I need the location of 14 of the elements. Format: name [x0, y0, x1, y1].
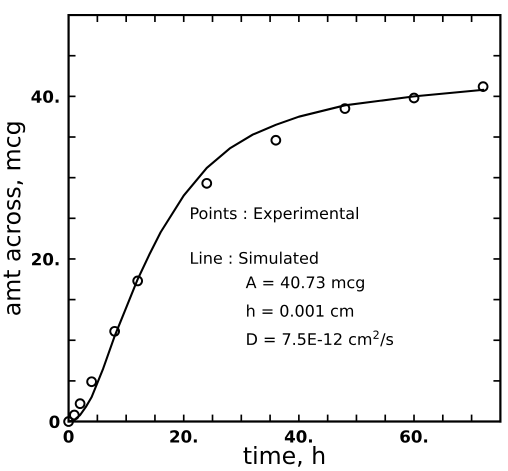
- annotation: h = 0.001 cm: [247, 304, 354, 317]
- x-axis-title: time, h: [243, 446, 324, 467]
- y-tick-label: 0: [49, 416, 60, 428]
- annotation: Points : Experimental: [191, 206, 358, 222]
- x-tick-label: 40.: [284, 430, 312, 443]
- annotation: A = 40.73 mcg: [246, 276, 364, 292]
- annotation: Line : Simulated: [191, 252, 318, 264]
- y-tick-label: 20.: [32, 252, 59, 266]
- y-tick-label: 40.: [31, 90, 59, 103]
- y-axis-title: amt across, mcg: [4, 122, 26, 315]
- annotation: D = 7.5E-12 cm$^{2}$/s: [247, 330, 394, 346]
- x-tick-label: 0: [64, 430, 74, 443]
- x-tick-label: 60.: [400, 430, 428, 443]
- x-tick-label: 20.: [170, 430, 197, 443]
